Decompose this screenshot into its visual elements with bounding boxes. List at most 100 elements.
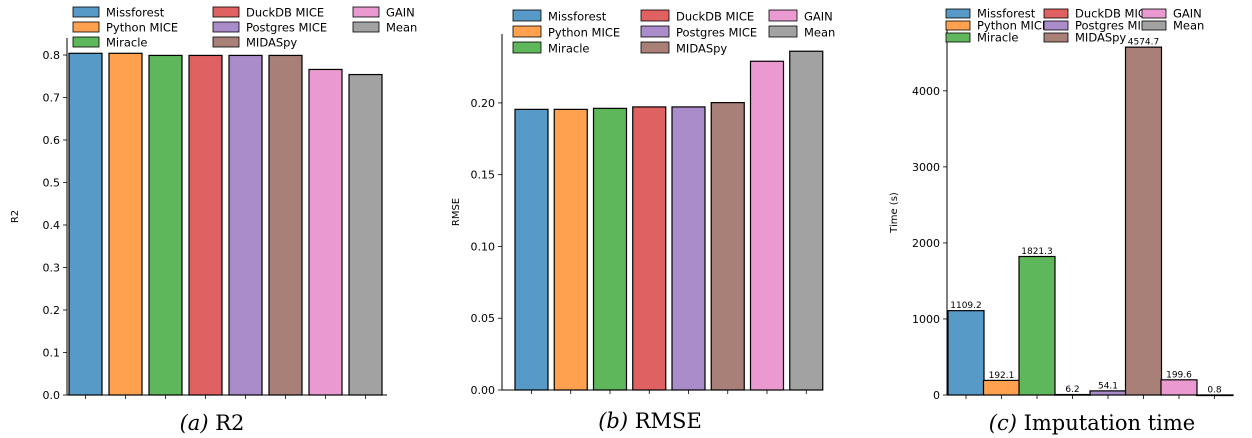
legend-swatch-postgres-mice bbox=[212, 21, 240, 33]
data-label-mean: 0.8 bbox=[1207, 385, 1222, 395]
legend-label-miracle: Miracle bbox=[548, 42, 590, 56]
legend-label-missforest: Missforest bbox=[977, 7, 1036, 21]
legend-label-mean: Mean bbox=[804, 26, 835, 40]
bar-midaspy bbox=[1124, 46, 1163, 396]
legend-label-python-mice: Python MICE bbox=[548, 26, 620, 40]
y-axis-label: Time (s) bbox=[889, 192, 900, 234]
legend-swatch-missforest bbox=[512, 9, 542, 22]
bar-duckdb-mice bbox=[632, 106, 667, 391]
legend-swatch-duckdb-mice bbox=[1043, 8, 1069, 19]
legend-swatch-miracle bbox=[72, 36, 100, 48]
legend-label-postgres-mice: Postgres MICE bbox=[1075, 19, 1156, 33]
y-tick-label: 0.15 bbox=[471, 169, 496, 182]
y-tick-label: 0.00 bbox=[471, 384, 496, 397]
bar-gain bbox=[749, 60, 785, 391]
legend-swatch-python-mice bbox=[72, 21, 100, 33]
y-tick-label: 0.20 bbox=[471, 97, 496, 110]
data-label-missforest: 1109.2 bbox=[950, 301, 982, 311]
legend-label-gain: GAIN bbox=[804, 10, 833, 24]
data-label-python-mice: 192.1 bbox=[989, 371, 1015, 381]
bar-gain bbox=[1160, 379, 1198, 396]
data-label-postgres-mice: 54.1 bbox=[1098, 381, 1118, 391]
legend-label-duckdb-mice: DuckDB MICE bbox=[676, 10, 754, 24]
data-label-midaspy: 4574.7 bbox=[1128, 38, 1160, 48]
legend-swatch-duckdb-mice bbox=[640, 9, 670, 22]
bar-python-mice bbox=[108, 52, 143, 396]
legend-label-missforest: Missforest bbox=[548, 10, 607, 24]
legend-label-midaspy: MIDASpy bbox=[246, 36, 297, 50]
y-tick-label: 0.8 bbox=[43, 49, 61, 62]
y-tick-label: 1000 bbox=[912, 313, 940, 326]
y-tick-label: 0.6 bbox=[43, 134, 61, 147]
y-axis-label: R2 bbox=[10, 210, 21, 223]
legend-label-mean: Mean bbox=[386, 21, 417, 35]
legend-swatch-python-mice bbox=[945, 20, 971, 31]
legend-swatch-mean bbox=[1141, 20, 1167, 31]
chart-r2: 0.0 0.1 0.2 0.3 0.4 0.5 0.6 0.7 0.8 R2 Missforest P… bbox=[10, 6, 417, 436]
data-label-miracle: 1821.3 bbox=[1021, 247, 1053, 257]
legend-label-midaspy: MIDASpy bbox=[676, 42, 727, 56]
y-tick-label: 0.2 bbox=[43, 304, 61, 317]
legend-label-duckdb-mice: DuckDB MICE bbox=[246, 6, 324, 20]
y-tick-label: 0.3 bbox=[43, 262, 61, 275]
legend-swatch-midaspy bbox=[212, 36, 240, 48]
y-tick-label: 0 bbox=[933, 389, 940, 402]
y-tick-label: 4000 bbox=[912, 85, 940, 98]
bar-missforest bbox=[514, 108, 549, 391]
legend-swatch-miracle bbox=[945, 32, 971, 43]
legend-label-gain: GAIN bbox=[386, 6, 415, 20]
legend-label-gain: GAIN bbox=[1173, 7, 1202, 21]
bar-midaspy bbox=[710, 102, 745, 391]
legend-swatch-missforest bbox=[72, 6, 100, 18]
legend-label-duckdb-mice: DuckDB MICE bbox=[1075, 7, 1153, 21]
y-tick-label: 3000 bbox=[912, 161, 940, 174]
y-axis-label: RMSE bbox=[451, 198, 462, 226]
bar-mean bbox=[789, 50, 824, 391]
bar-duckdb-mice bbox=[188, 54, 223, 396]
data-label-duckdb-mice: 6.2 bbox=[1065, 385, 1079, 395]
chart-rmse: 0.00 0.05 0.10 0.15 0.20 RMSE Missforest Python… bbox=[451, 10, 835, 434]
legend-swatch-gain bbox=[768, 9, 798, 22]
legend-label-postgres-mice: Postgres MICE bbox=[246, 21, 327, 35]
legend-label-python-mice: Python MICE bbox=[977, 19, 1049, 33]
bar-miracle bbox=[148, 54, 183, 396]
y-tick-label: 0.4 bbox=[43, 219, 61, 232]
bar-mean bbox=[348, 73, 383, 396]
bar-midaspy bbox=[268, 54, 303, 396]
legend-swatch-midaspy bbox=[1043, 32, 1069, 43]
bar-miracle bbox=[592, 107, 628, 391]
y-tick-label: 0.7 bbox=[43, 92, 61, 105]
legend-swatch-duckdb-mice bbox=[212, 6, 240, 18]
bar-missforest bbox=[947, 310, 985, 396]
bar-miracle bbox=[1018, 255, 1056, 396]
bar-python-mice bbox=[982, 379, 1021, 396]
bar-gain bbox=[308, 68, 343, 396]
legend-swatch-mean bbox=[768, 25, 798, 38]
y-tick-label: 0.5 bbox=[43, 177, 61, 190]
legend-swatch-miracle bbox=[512, 41, 542, 54]
legend-swatch-python-mice bbox=[512, 25, 542, 38]
legend-swatch-missforest bbox=[945, 8, 971, 19]
caption: (b) RMSE bbox=[598, 409, 702, 433]
y-tick-label: 0.10 bbox=[471, 240, 496, 253]
bar-missforest bbox=[68, 52, 103, 396]
bar-python-mice bbox=[553, 108, 588, 391]
bar-postgres-mice bbox=[228, 54, 263, 396]
data-label-gain: 199.6 bbox=[1166, 370, 1192, 380]
y-tick-label: 2000 bbox=[912, 237, 940, 250]
legend-swatch-postgres-mice bbox=[640, 25, 670, 38]
y-tick-label: 0.0 bbox=[43, 389, 61, 402]
caption: (c) Imputation time bbox=[989, 411, 1195, 435]
legend-label-miracle: Miracle bbox=[106, 36, 148, 50]
caption: (a) R2 bbox=[180, 411, 245, 435]
y-tick-label: 0.1 bbox=[43, 347, 61, 360]
legend-label-missforest: Missforest bbox=[106, 6, 165, 20]
chart-imputation-time: 1109.2 192.1 1821.3 6.2 54.1 4574.7 199.6 0.8 0 1… bbox=[889, 7, 1234, 435]
legend-label-midaspy: MIDASpy bbox=[1075, 31, 1126, 45]
legend-swatch-postgres-mice bbox=[1043, 20, 1069, 31]
legend-swatch-gain bbox=[352, 6, 380, 18]
legend-swatch-mean bbox=[352, 21, 380, 33]
